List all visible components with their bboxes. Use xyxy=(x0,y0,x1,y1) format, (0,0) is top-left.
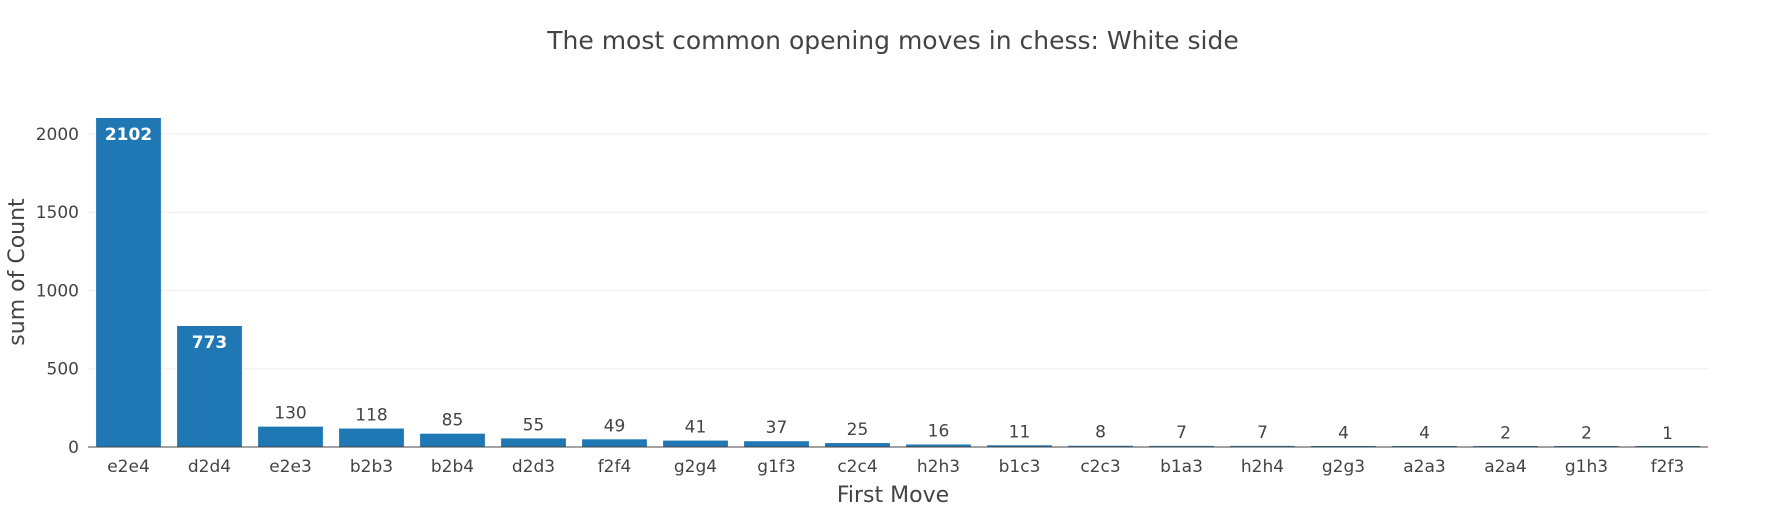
bar xyxy=(1149,445,1214,447)
x-tick-label: d2d4 xyxy=(188,457,231,477)
bar-layer xyxy=(96,118,1700,447)
data-label: 2 xyxy=(1500,424,1511,444)
x-tick-label: h2h4 xyxy=(1241,457,1284,477)
bar xyxy=(501,438,566,447)
data-label: 7 xyxy=(1257,423,1268,443)
grid-layer xyxy=(88,133,1708,370)
bar xyxy=(906,444,971,447)
x-tick-label: a2a4 xyxy=(1484,457,1526,477)
x-tick-label: b1a3 xyxy=(1160,457,1203,477)
data-label: 41 xyxy=(685,418,707,438)
x-tick-label: b1c3 xyxy=(999,457,1041,477)
x-tick-label: h2h3 xyxy=(917,457,960,477)
x-tick-label: g1f3 xyxy=(757,457,795,477)
x-axis-title: First Move xyxy=(837,483,949,508)
data-label: 2 xyxy=(1581,424,1592,444)
data-label: 773 xyxy=(192,333,228,353)
data-label: 4 xyxy=(1338,423,1349,443)
x-tick-label: c2c3 xyxy=(1080,457,1120,477)
data-label: 85 xyxy=(442,411,464,431)
x-tick-label: c2c4 xyxy=(837,457,877,477)
bar xyxy=(1230,445,1295,447)
y-axis: 0 500 1000 1500 2000 xyxy=(36,125,79,458)
x-tick-label: g2g3 xyxy=(1322,457,1365,477)
data-label: 37 xyxy=(766,418,788,438)
x-tick-label: f2f4 xyxy=(598,457,632,477)
y-tick-label: 2000 xyxy=(36,125,79,145)
y-tick-label: 0 xyxy=(68,438,79,458)
bar xyxy=(582,439,647,447)
y-tick-label: 1000 xyxy=(36,281,79,301)
data-label: 8 xyxy=(1095,423,1106,443)
x-axis: e2e4 d2d4 e2e3 b2b3 b2b4 d2d3 f2f4 g2g4 g1f3 c2c4… xyxy=(88,446,1708,477)
data-label: 11 xyxy=(1009,422,1031,442)
x-tick-label: f2f3 xyxy=(1651,457,1685,477)
data-label: 1 xyxy=(1662,424,1673,444)
y-tick-label: 1500 xyxy=(36,203,79,223)
x-tick-label: e2e4 xyxy=(107,457,150,477)
data-label: 2102 xyxy=(105,125,152,145)
data-label: 25 xyxy=(847,420,869,440)
bar xyxy=(987,445,1052,447)
data-label: 4 xyxy=(1419,423,1430,443)
x-tick-label: a2a3 xyxy=(1403,457,1445,477)
bar xyxy=(258,426,323,447)
chart-title: The most common opening moves in chess: … xyxy=(546,26,1238,55)
bar xyxy=(96,118,161,447)
x-tick-label: g1h3 xyxy=(1565,457,1608,477)
data-label: 118 xyxy=(355,406,387,426)
x-tick-label: g2g4 xyxy=(674,457,717,477)
bar xyxy=(1068,445,1133,447)
bar xyxy=(177,326,242,447)
data-label: 7 xyxy=(1176,423,1187,443)
x-tick-label: b2b4 xyxy=(431,457,474,477)
bar xyxy=(744,441,809,447)
bar xyxy=(663,440,728,447)
y-tick-label: 500 xyxy=(47,360,79,380)
data-label: 130 xyxy=(274,404,306,424)
data-label: 16 xyxy=(928,421,950,441)
x-tick-label: d2d3 xyxy=(512,457,555,477)
x-tick-label: b2b3 xyxy=(350,457,393,477)
bar xyxy=(420,433,485,447)
bar xyxy=(825,443,890,447)
y-axis-title: sum of Count xyxy=(5,198,30,346)
data-label: 55 xyxy=(523,415,545,435)
bar xyxy=(339,428,404,447)
data-label: 49 xyxy=(604,416,626,436)
x-tick-label: e2e3 xyxy=(269,457,312,477)
